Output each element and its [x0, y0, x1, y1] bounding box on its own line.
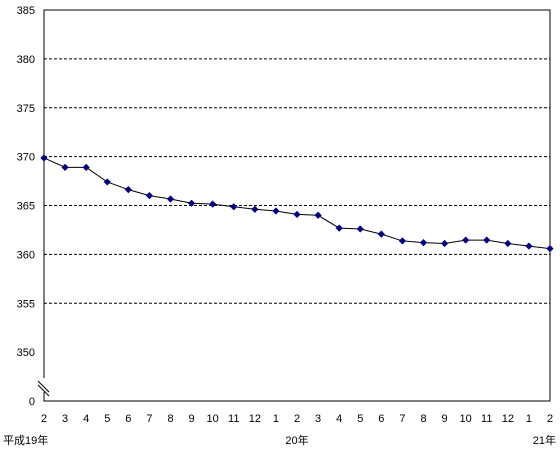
- x-axis-year-labels: 平成19年 20年 21年: [3, 433, 556, 447]
- y-tick-label: 365: [17, 201, 35, 213]
- data-point: [82, 163, 90, 171]
- data-point: [462, 236, 470, 244]
- data-point: [525, 242, 533, 250]
- y-tick-label: 380: [17, 54, 35, 66]
- x-tick-label: 12: [502, 413, 514, 425]
- x-tick-label: 9: [189, 413, 195, 425]
- data-point: [230, 203, 238, 211]
- x-tick-label: 8: [420, 413, 426, 425]
- y-tick-label: 385: [17, 5, 35, 17]
- x-tick-label: 10: [207, 413, 219, 425]
- data-point: [377, 230, 385, 238]
- axis-break-icon: [37, 378, 50, 397]
- x-tick-label: 2: [294, 413, 300, 425]
- x-tick-label: 1: [273, 413, 279, 425]
- plot-frame: [43, 9, 551, 402]
- x-tick-label: 7: [399, 413, 405, 425]
- data-point: [546, 245, 554, 253]
- x-tick-label: 8: [167, 413, 173, 425]
- x-tick-label: 4: [336, 413, 342, 425]
- x-tick-label: 7: [146, 413, 152, 425]
- data-point: [61, 163, 69, 171]
- y-axis-ticks: 385 380 375 370 365 360 355 350 0: [17, 5, 35, 408]
- data-point: [187, 199, 196, 207]
- data-point: [124, 186, 132, 194]
- x-tick-label: 2: [41, 413, 47, 425]
- year-label: 平成19年: [3, 433, 48, 447]
- x-axis-ticks: 2 3 4 5 6 7 8 9 10 11 12 1 2 3 4 5 6 7 8 9 10 11 12 1 2: [41, 413, 553, 425]
- x-tick-label: 10: [460, 413, 472, 425]
- y-tick-label: 355: [17, 298, 35, 310]
- data-point: [504, 239, 512, 248]
- data-point: [166, 195, 175, 203]
- data-series: [40, 154, 554, 253]
- year-label: 20年: [285, 433, 308, 447]
- data-point: [272, 207, 280, 215]
- y-tick-label: 360: [17, 249, 35, 261]
- data-point: [483, 236, 491, 244]
- x-tick-label: 5: [104, 413, 110, 425]
- x-tick-label: 1: [526, 413, 532, 425]
- y-tick-label: 0: [29, 396, 35, 408]
- gridlines: [44, 58, 550, 304]
- data-point: [440, 239, 449, 248]
- data-point: [103, 178, 111, 186]
- x-tick-label: 3: [62, 413, 68, 425]
- x-tick-label: 3: [315, 413, 321, 425]
- data-point: [398, 237, 407, 245]
- data-point: [314, 211, 322, 219]
- data-point: [419, 239, 428, 247]
- x-tick-label: 9: [442, 413, 448, 425]
- x-tick-label: 6: [378, 413, 384, 425]
- y-tick-label: 375: [17, 103, 35, 115]
- y-tick-label: 350: [17, 347, 35, 359]
- x-tick-label: 6: [125, 413, 131, 425]
- x-tick-label: 11: [228, 413, 239, 425]
- plot-border: [43, 9, 551, 402]
- y-tick-label: 370: [17, 152, 35, 164]
- x-tick-label: 11: [481, 413, 492, 425]
- year-label: 21年: [533, 433, 556, 447]
- axis-break-stroke: [37, 380, 50, 393]
- data-point: [251, 205, 259, 213]
- x-tick-label: 12: [249, 413, 261, 425]
- data-point: [209, 200, 217, 208]
- data-point: [356, 225, 364, 233]
- series-line: [43, 157, 551, 250]
- data-point: [145, 192, 154, 200]
- data-point: [293, 210, 301, 219]
- axis-break-stroke: [37, 384, 50, 397]
- data-point: [40, 154, 48, 162]
- data-point: [335, 224, 343, 232]
- x-tick-label: 5: [357, 413, 363, 425]
- x-tick-label: 4: [83, 413, 89, 425]
- x-tick-label: 2: [547, 413, 553, 425]
- axis-break-gap: [38, 378, 50, 392]
